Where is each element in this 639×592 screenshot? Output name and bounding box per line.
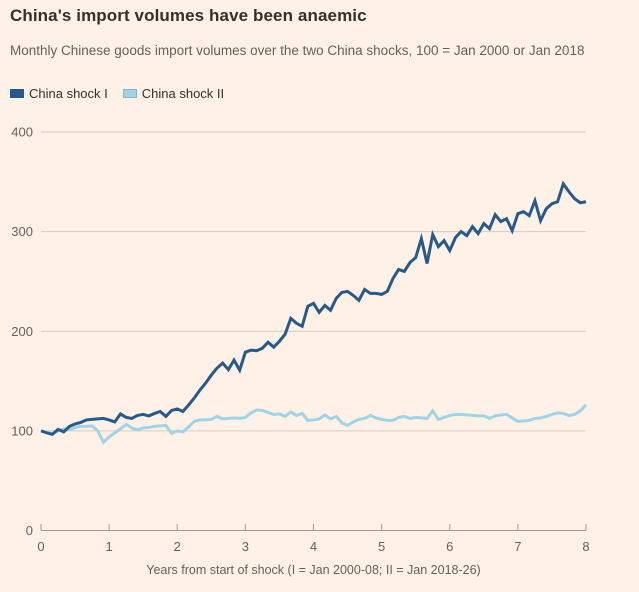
series-line-china-shock-ii [40,403,588,445]
y-axis-tick-label-100: 100 [11,423,33,438]
x-axis-tick-label-2: 2 [174,539,181,554]
x-axis-tick-label-8: 8 [582,539,589,554]
legend-swatch-china-shock-2-icon [122,89,137,98]
y-axis-tick-label-400: 400 [11,125,33,140]
x-axis-tick-label-7: 7 [514,539,521,554]
x-axis-title: Years from start of shock (I = Jan 2000-… [146,563,480,577]
y-axis-tick-label-200: 200 [11,324,33,339]
chart-subtitle: Monthly Chinese goods import volumes ove… [10,43,585,58]
x-axis-tick-label-1: 1 [106,539,113,554]
chart-legend: China shock I China shock II [10,86,224,101]
y-axis-tick-label-0: 0 [26,523,33,538]
legend-item-china-shock-1: China shock I [10,86,108,101]
legend-item-china-shock-2: China shock II [122,86,225,101]
x-axis-tick-label-5: 5 [378,539,385,554]
x-axis-tick-label-4: 4 [310,539,317,554]
x-axis-tick-label-6: 6 [446,539,453,554]
x-axis-tick-label-3: 3 [242,539,249,554]
legend-label-china-shock-1: China shock I [29,86,108,101]
y-axis-tick-label-300: 300 [11,224,33,239]
legend-swatch-china-shock-1-icon [10,89,24,98]
chart-title: China's import volumes have been anaemic [10,6,367,25]
x-axis-tick-label-0: 0 [37,539,44,554]
series-line-china-shock-i [40,180,587,437]
legend-label-china-shock-2: China shock II [141,86,225,101]
